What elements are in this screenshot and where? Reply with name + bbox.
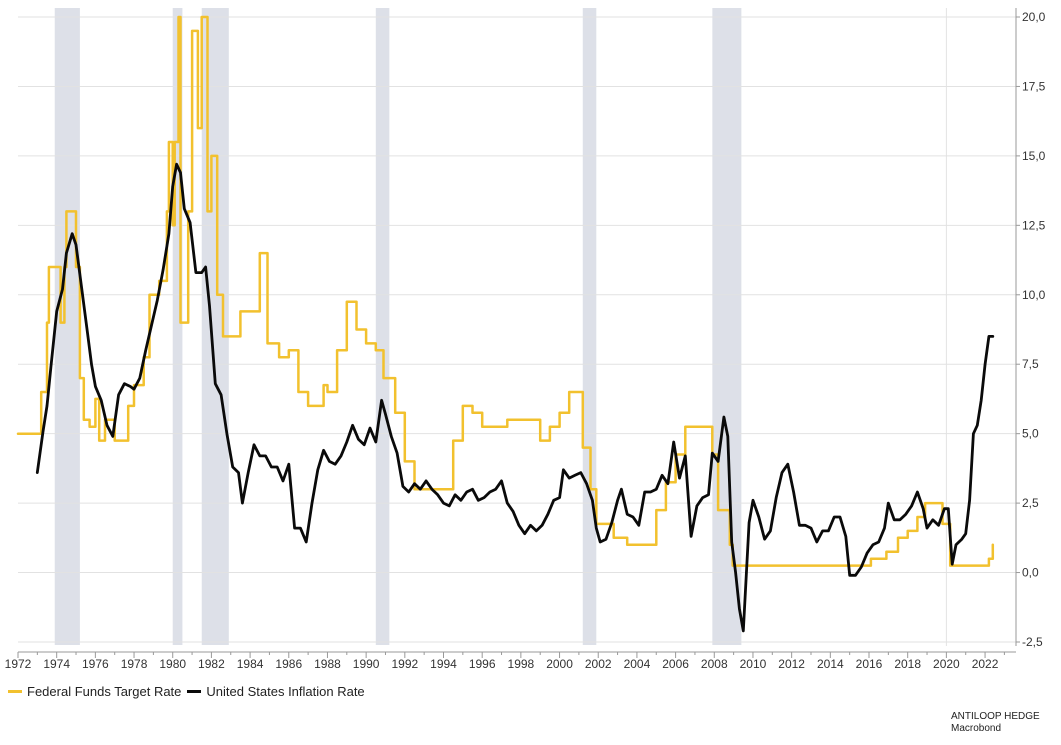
y-tick-label: -2,5 [1022,635,1043,649]
legend-swatch-inflation [187,690,202,693]
x-tick-label: 2012 [778,657,805,671]
x-tick-label: 2010 [740,657,767,671]
x-tick-label: 1980 [159,657,186,671]
axes: -2,5 0,0 2,5 5,0 7,5 10,0 12,5 15,0 17,5 20,0 1972… [5,8,1046,671]
x-tick-label: 2006 [662,657,689,671]
y-tick-label: 12,5 [1022,218,1046,232]
legend-swatch-fed-funds [8,690,22,693]
y-tick-label: 7,5 [1022,357,1039,371]
credit-brand: ANTILOOP HEDGE [951,711,1040,722]
x-tick-label: 2008 [701,657,728,671]
x-tick-label: 2000 [546,657,573,671]
recession-band [54,8,80,645]
x-tick-label: 1992 [391,657,418,671]
x-tick-label: 1978 [121,657,148,671]
x-tick-label: 2018 [894,657,921,671]
recession-band [375,8,390,645]
recession-band [201,8,229,645]
chart: -2,5 0,0 2,5 5,0 7,5 10,0 12,5 15,0 17,5 20,0 1972… [5,8,1046,671]
x-tick-label: 1988 [314,657,341,671]
legend-label-fed-funds: Federal Funds Target Rate [27,684,182,699]
y-tick-label: 2,5 [1022,496,1039,510]
legend-item-fed-funds[interactable]: Federal Funds Target Rate [8,684,181,699]
x-tick-label: 1976 [82,657,109,671]
x-tick-label: 2022 [972,657,999,671]
credit-source: Macrobond [951,723,1002,734]
recession-band [172,8,183,645]
x-tick-label: 1990 [353,657,380,671]
y-tick-label: 20,0 [1022,10,1046,24]
x-tick-label: 1984 [237,657,264,671]
fed-funds-line [16,15,995,567]
y-tick-label: 15,0 [1022,149,1046,163]
x-tick-label: 2014 [817,657,844,671]
x-tick-label: 1996 [469,657,496,671]
x-tick-label: 2020 [933,657,960,671]
y-tick-label: 17,5 [1022,79,1046,93]
grid-lines [18,8,1016,646]
y-tick-label: 5,0 [1022,427,1039,441]
y-tick-label: 0,0 [1022,566,1039,580]
source-credit: ANTILOOP HEDGE Macrobond [951,711,1040,735]
x-tick-label: 1972 [5,657,32,671]
recession-bands [54,8,742,645]
x-tick-label: 2002 [585,657,612,671]
recession-band [582,8,597,645]
series-lines [16,15,995,633]
y-tick-label: 10,0 [1022,288,1046,302]
x-tick-label: 1982 [198,657,225,671]
legend-item-inflation[interactable]: United States Inflation Rate [187,684,365,699]
legend-label-inflation: United States Inflation Rate [206,684,365,699]
inflation-line [35,162,995,633]
recession-band [712,8,742,645]
x-tick-label: 1986 [275,657,302,671]
legend: Federal Funds Target Rate United States … [8,684,371,699]
x-tick-label: 1994 [430,657,457,671]
x-tick-label: 1998 [508,657,535,671]
x-tick-label: 1974 [43,657,70,671]
x-tick-label: 2004 [624,657,651,671]
x-tick-label: 2016 [856,657,883,671]
